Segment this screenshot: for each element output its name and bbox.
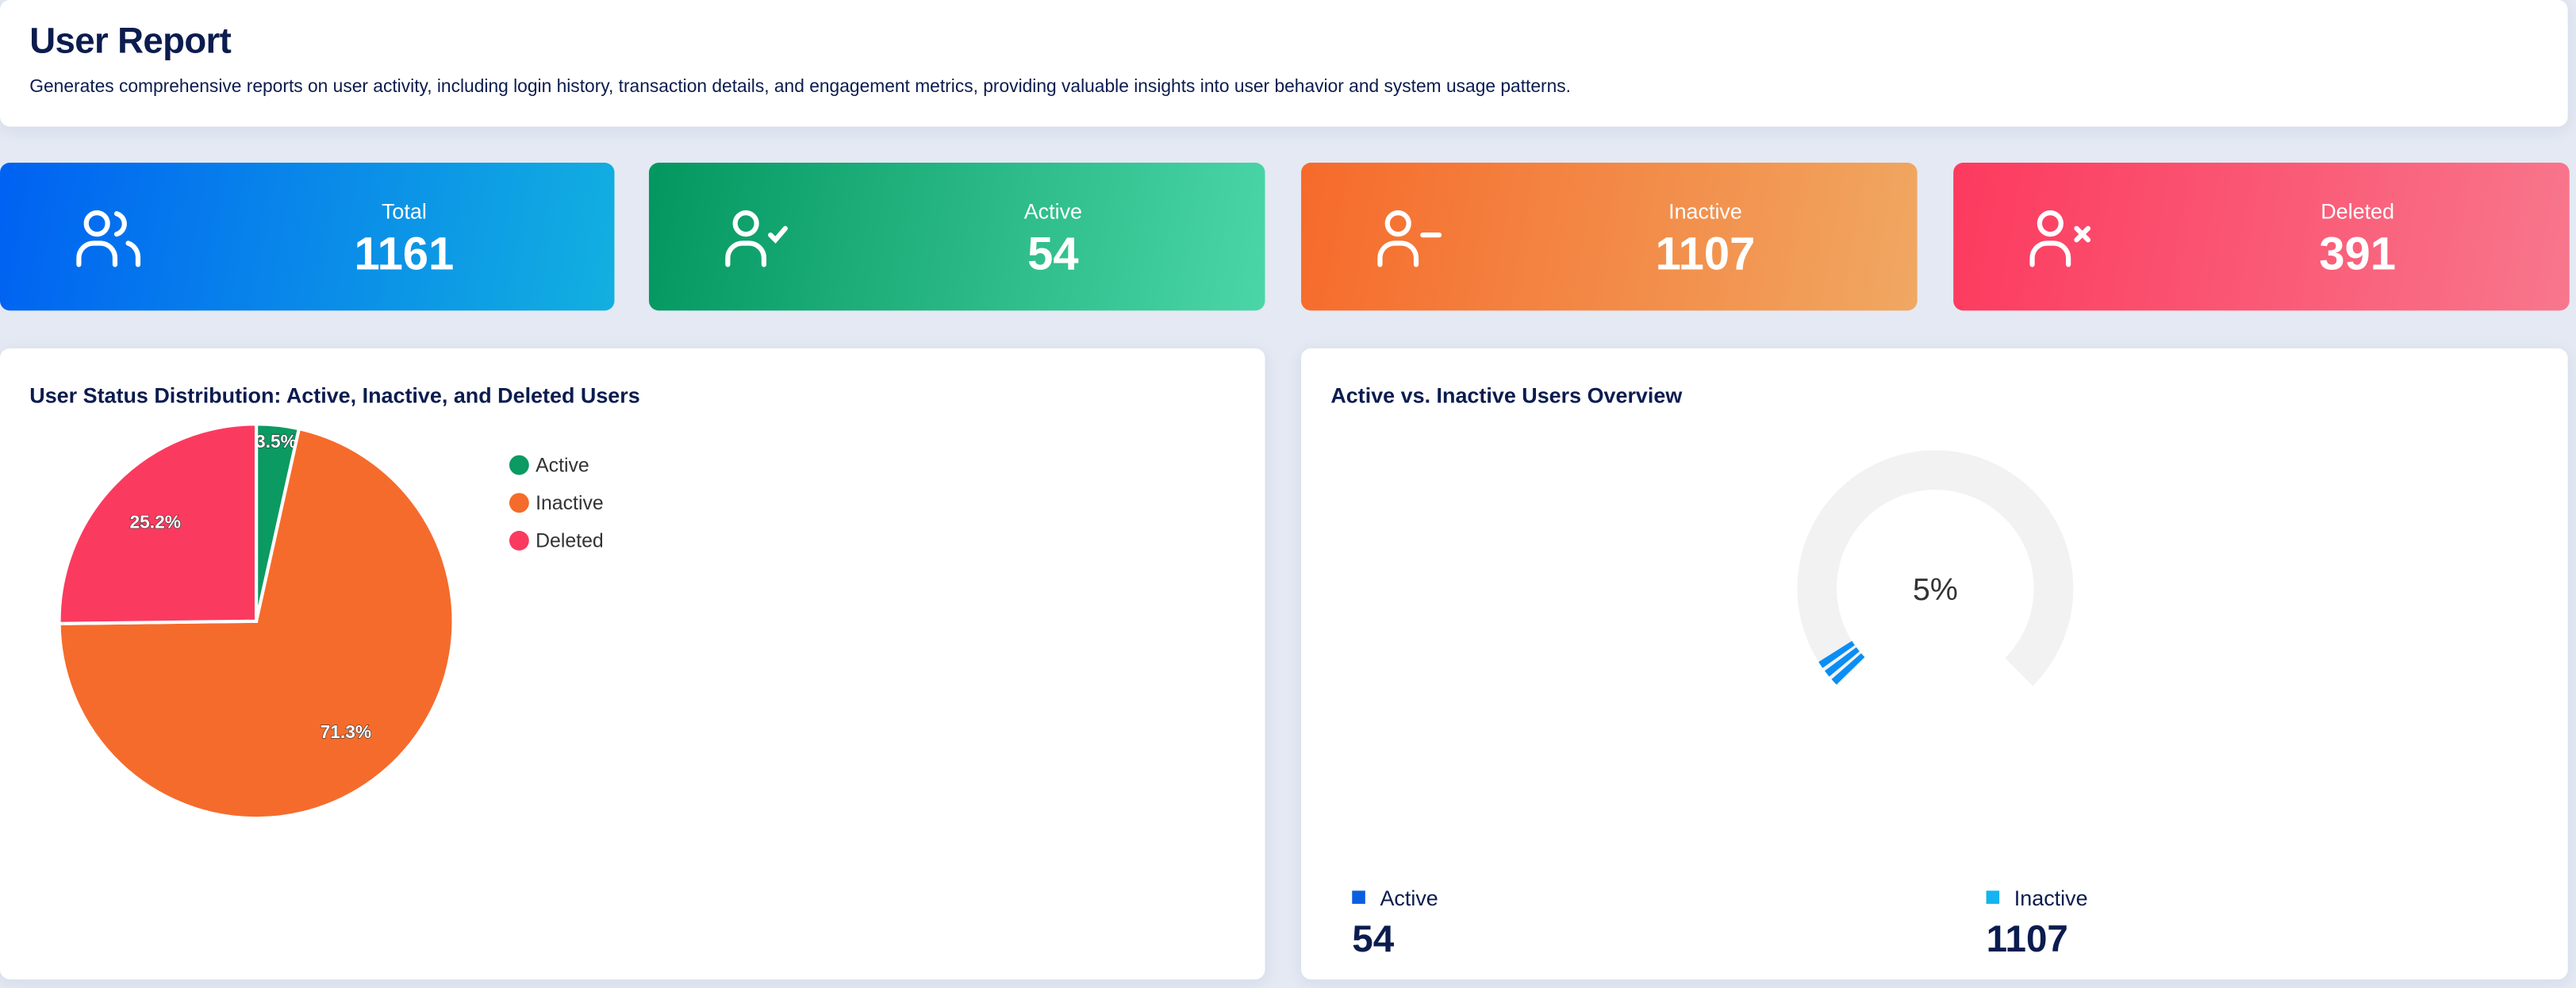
legend-label: Active [536, 453, 589, 477]
gauge-legend-inactive: Inactive [1986, 886, 2088, 911]
legend-swatch [509, 493, 529, 513]
stat-card-active[interactable]: Active 54 [648, 163, 1265, 311]
gauge-chart-title: Active vs. Inactive Users Overview [1330, 383, 1683, 408]
gauge-fill [1818, 640, 1856, 668]
user-x-icon [2029, 210, 2091, 267]
users-icon [76, 210, 141, 267]
legend-label: Active [1380, 886, 1438, 911]
stat-label: Deleted [2321, 198, 2394, 224]
legend-swatch [1986, 890, 2000, 904]
active-count: 54 [1352, 917, 1395, 960]
legend-swatch [509, 530, 529, 551]
legend-swatch [1352, 890, 1365, 904]
page-title: User Report [29, 19, 232, 61]
user-check-icon [725, 210, 788, 267]
stat-card-inactive[interactable]: Inactive 1107 [1301, 163, 1918, 311]
legend-label: Inactive [536, 491, 604, 515]
stat-card-deleted[interactable]: Deleted 391 [1953, 163, 2570, 311]
legend-label: Inactive [2014, 886, 2088, 911]
stat-value: 54 [1027, 228, 1079, 280]
gauge-center-label: 5% [1913, 572, 1958, 607]
pie-slice-inactive[interactable] [57, 426, 455, 821]
legend-item-active[interactable]: Active [509, 454, 589, 477]
stat-value: 1107 [1655, 228, 1756, 280]
stat-value: 391 [2319, 228, 2396, 280]
stat-label: Inactive [1668, 198, 1742, 224]
pie-chart-title: User Status Distribution: Active, Inacti… [29, 383, 640, 408]
gauge-chart: 5% [1797, 450, 2074, 686]
stat-label: Active [1023, 198, 1083, 224]
legend-item-deleted[interactable]: Deleted [509, 529, 604, 552]
header-card: User Report Generates comprehensive repo… [0, 0, 2568, 127]
pie-data-label: 71.3% [321, 721, 372, 742]
legend-swatch [509, 455, 529, 475]
gauge-fill [1825, 647, 1860, 677]
gauge-chart-card: Active vs. Inactive Users Overview 5% Ac… [1301, 348, 2568, 980]
user-minus-icon [1377, 210, 1442, 267]
gauge-legend-active: Active [1352, 886, 1438, 910]
gauge-track [1797, 450, 2074, 686]
legend-label: Deleted [536, 529, 604, 552]
legend-item-inactive[interactable]: Inactive [509, 491, 604, 514]
inactive-count: 1107 [1986, 917, 2068, 960]
pie-slice-deleted[interactable] [57, 422, 259, 625]
pie-data-label: 25.2% [129, 511, 181, 532]
pie-chart: 3.5% 71.3% 25.2% [57, 422, 455, 821]
stat-value: 1161 [354, 228, 455, 280]
page-description: Generates comprehensive reports on user … [29, 77, 1572, 98]
gauge-fill [1831, 653, 1865, 685]
stat-label: Total [381, 198, 427, 224]
pie-chart-card: User Status Distribution: Active, Inacti… [0, 348, 1265, 980]
pie-data-label: 3.5% [255, 431, 297, 452]
stat-card-total[interactable]: Total 1161 [0, 163, 615, 311]
